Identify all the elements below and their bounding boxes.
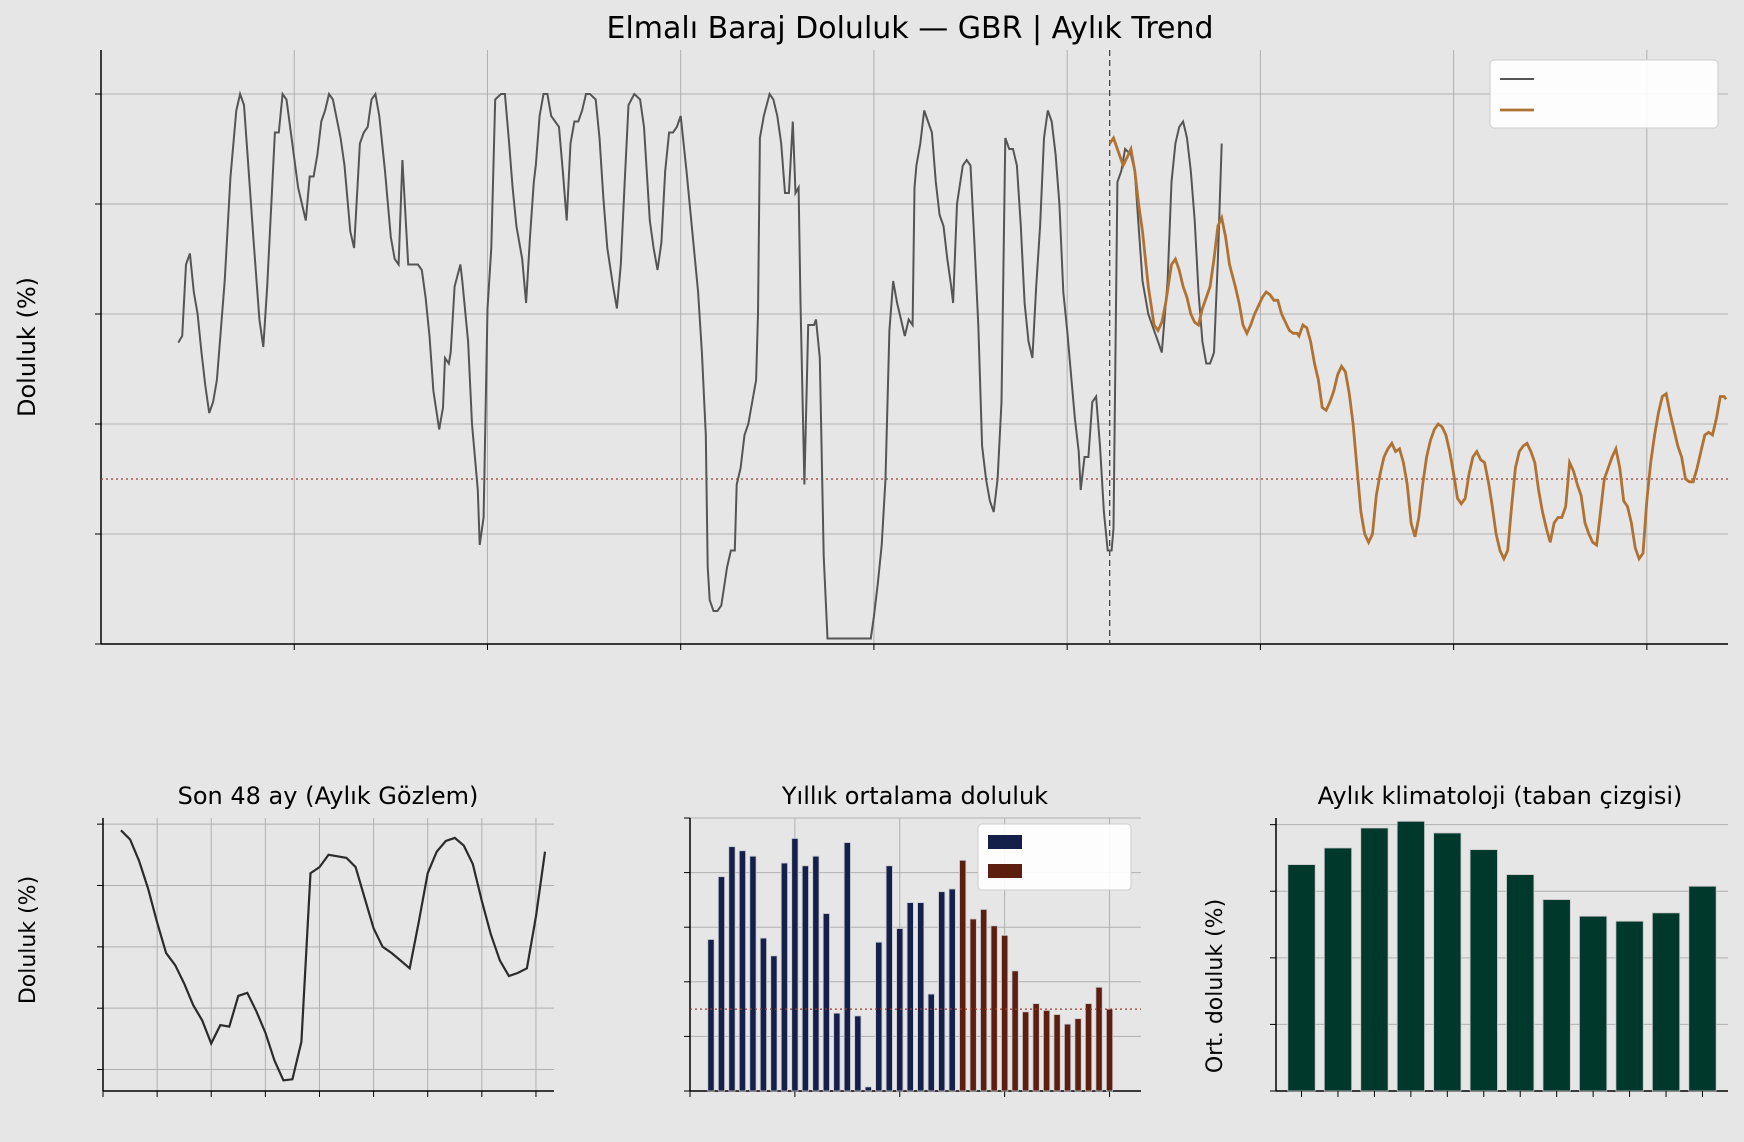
climatology-ylabel: Ort. doluluk (%) — [1203, 899, 1228, 1073]
observed-year-bar — [885, 865, 893, 1092]
observed-year-bar — [854, 1015, 862, 1092]
observed-year-bar — [707, 939, 715, 1092]
legend-swatch — [988, 835, 1022, 849]
observed-year-bar — [833, 1012, 841, 1092]
observed-year-bar — [728, 846, 736, 1092]
observed-year-bar — [738, 850, 746, 1092]
observed-year-bar — [801, 865, 809, 1092]
forecast-year-bar — [1001, 934, 1009, 1092]
forecast-year-bar — [1053, 1014, 1061, 1092]
observed-year-bar — [759, 937, 767, 1092]
observed-series-line — [177, 90, 1223, 640]
observed-year-bar — [864, 1086, 872, 1092]
climatology-title: Aylık klimatoloji (taban çizgisi) — [1318, 782, 1683, 810]
legend-box — [977, 823, 1132, 891]
recent-series-line — [120, 829, 547, 1082]
climatology-month-bar — [1688, 885, 1717, 1092]
observed-year-bar — [906, 902, 914, 1092]
annual-title: Yıllık ortalama doluluk — [781, 782, 1048, 810]
observed-year-bar — [749, 855, 757, 1092]
observed-year-bar — [780, 862, 788, 1092]
observed-year-bar — [927, 993, 935, 1092]
climatology-plot — [1270, 818, 1728, 1097]
forecast-year-bar — [1022, 1011, 1030, 1092]
observed-year-bar — [717, 876, 726, 1092]
forecast-year-bar — [990, 925, 998, 1092]
observed-year-bar — [812, 855, 820, 1092]
climatology-month-bar — [1579, 915, 1608, 1092]
main-title: Elmalı Baraj Doluluk — GBR | Aylık Trend — [606, 11, 1213, 46]
forecast-year-bar — [1085, 1003, 1093, 1092]
main-ylabel: Doluluk (%) — [13, 277, 41, 417]
observed-year-bar — [948, 888, 956, 1092]
recent-title: Son 48 ay (Aylık Gözlem) — [178, 782, 479, 810]
climatology-month-bar — [1287, 864, 1316, 1092]
climatology-month-bar — [1396, 820, 1425, 1092]
climatology-month-bar — [1433, 832, 1462, 1092]
annual-plot — [684, 817, 1141, 1097]
observed-year-bar — [938, 891, 946, 1092]
forecast-series-line — [1108, 134, 1728, 563]
forecast-year-bar — [1043, 1010, 1051, 1092]
forecast-year-bar — [969, 918, 977, 1092]
observed-year-bar — [917, 902, 925, 1092]
forecast-year-bar — [959, 859, 967, 1092]
observed-year-bar — [791, 838, 799, 1092]
observed-year-bar — [843, 842, 851, 1092]
climatology-month-bar — [1506, 874, 1535, 1092]
observed-year-bar — [896, 928, 904, 1092]
observed-year-bar — [822, 913, 830, 1092]
forecast-year-bar — [1095, 986, 1103, 1092]
forecast-year-bar — [1105, 1008, 1114, 1092]
forecast-year-bar — [980, 909, 988, 1092]
recent-plot — [97, 818, 554, 1097]
legend-swatch — [988, 864, 1022, 878]
observed-year-bar — [770, 955, 778, 1092]
observed-year-bar — [875, 941, 883, 1092]
climatology-month-bar — [1542, 899, 1571, 1092]
recent-ylabel: Doluluk (%) — [16, 876, 41, 1004]
legend-box — [1489, 59, 1719, 129]
climatology-month-bar — [1469, 849, 1498, 1092]
climatology-month-bar — [1651, 912, 1681, 1092]
forecast-year-bar — [1064, 1023, 1072, 1092]
forecast-year-bar — [1032, 1003, 1040, 1092]
forecast-year-bar — [1074, 1018, 1082, 1092]
main-plot — [95, 50, 1728, 650]
forecast-year-bar — [1011, 970, 1019, 1092]
climatology-month-bar — [1615, 920, 1644, 1092]
climatology-month-bar — [1323, 847, 1353, 1092]
climatology-month-bar — [1360, 827, 1389, 1092]
